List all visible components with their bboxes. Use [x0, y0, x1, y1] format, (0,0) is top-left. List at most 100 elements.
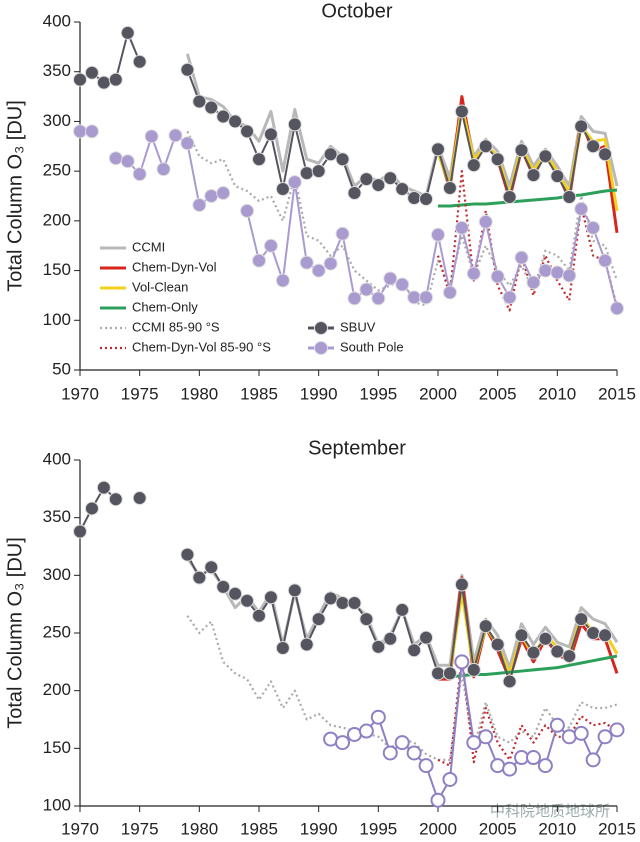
data-point: [525, 750, 541, 766]
legend-marker: [314, 321, 328, 335]
series-line: [438, 188, 618, 208]
data-point: [418, 758, 434, 774]
data-point: [430, 792, 446, 808]
data-point: [228, 114, 243, 129]
data-point: [383, 271, 398, 286]
data-point: [204, 100, 219, 115]
data-point: [466, 735, 482, 751]
data-point: [383, 631, 398, 646]
data-point: [562, 649, 577, 664]
data-point: [359, 612, 374, 627]
data-point: [586, 220, 601, 235]
data-point: [299, 166, 314, 181]
data-point: [598, 147, 613, 162]
data-point: [120, 25, 135, 40]
data-point: [275, 273, 290, 288]
data-point: [549, 717, 565, 733]
data-point: [585, 752, 601, 768]
data-point: [442, 666, 457, 681]
data-point: [490, 637, 505, 652]
data-point: [180, 136, 195, 151]
data-point: [108, 72, 123, 87]
data-point: [335, 735, 351, 751]
data-point: [180, 547, 195, 562]
data-point: [526, 275, 541, 290]
x-tick-label: 2005: [479, 819, 517, 838]
y-tick-label: 100: [43, 310, 71, 329]
data-point: [526, 645, 541, 660]
data-point: [240, 203, 255, 218]
y-tick-label: 250: [43, 622, 71, 641]
data-point: [370, 709, 386, 725]
data-point: [287, 175, 302, 190]
data-point: [132, 54, 147, 69]
data-point: [240, 593, 255, 608]
data-point: [263, 127, 278, 142]
data-point: [323, 591, 338, 606]
data-point: [490, 152, 505, 167]
x-tick-label: 1980: [180, 819, 218, 838]
data-point: [431, 227, 445, 242]
data-point: [335, 226, 350, 241]
data-point: [538, 263, 553, 278]
data-point: [550, 644, 565, 659]
data-point: [240, 124, 255, 139]
data-point: [132, 491, 147, 506]
legend-label: Chem-Dyn-Vol 85-90 °S: [132, 339, 271, 354]
data-point: [478, 619, 493, 634]
data-point: [395, 602, 410, 617]
data-point: [502, 290, 517, 305]
legend-label: Chem-Only: [132, 299, 198, 314]
data-point: [526, 168, 541, 183]
data-point: [562, 268, 577, 283]
data-point: [84, 124, 99, 139]
data-point: [431, 666, 445, 681]
data-point: [466, 662, 481, 677]
data-point: [263, 590, 278, 605]
data-point: [73, 124, 87, 139]
data-point: [204, 560, 219, 575]
y-tick-label: 150: [43, 738, 71, 757]
data-point: [431, 142, 445, 157]
x-tick-label: 1995: [359, 819, 397, 838]
data-point: [407, 643, 422, 658]
x-tick-label: 2015: [598, 819, 636, 838]
data-point: [275, 182, 290, 197]
data-point: [96, 480, 111, 495]
data-point: [371, 291, 386, 306]
data-point: [144, 129, 159, 144]
data-point: [454, 104, 469, 119]
legend-label: CCMI 85-90 °S: [132, 319, 220, 334]
y-tick-label: 300: [43, 111, 71, 130]
data-point: [108, 492, 123, 507]
data-point: [609, 722, 625, 738]
data-point: [311, 612, 326, 627]
data-point: [442, 181, 457, 196]
data-point: [252, 608, 266, 623]
x-tick-label: 1975: [121, 384, 159, 403]
data-point: [597, 729, 613, 745]
x-tick-label: 1990: [300, 384, 338, 403]
x-tick-label: 2005: [479, 384, 517, 403]
data-point: [311, 263, 326, 278]
data-point: [537, 758, 553, 774]
y-tick-label: 350: [43, 61, 71, 80]
watermark: 中科院地质地球所: [490, 802, 610, 820]
legend-label: Chem-Dyn-Vol: [132, 259, 217, 274]
data-point: [478, 139, 493, 154]
x-tick-label: 1985: [240, 384, 278, 403]
data-point: [598, 628, 613, 643]
data-point: [442, 285, 457, 300]
x-tick-label: 2010: [538, 819, 576, 838]
chart-title: September: [308, 437, 406, 459]
data-point: [550, 265, 565, 280]
y-tick-label: 250: [43, 161, 71, 180]
x-tick-label: 2010: [538, 384, 576, 403]
legend-label: Vol-Clean: [132, 279, 188, 294]
data-point: [347, 596, 362, 611]
y-tick-label: 150: [43, 260, 71, 279]
data-point: [287, 117, 302, 132]
data-point: [407, 190, 422, 205]
data-point: [323, 256, 338, 271]
x-tick-label: 1980: [180, 384, 218, 403]
